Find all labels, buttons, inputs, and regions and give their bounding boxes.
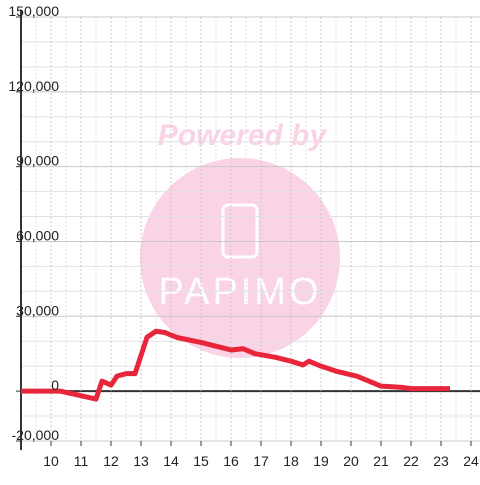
x-tick-label: 11 (74, 453, 89, 469)
y-tick-label: 90,000 (16, 153, 59, 169)
x-tick-label: 12 (103, 453, 119, 469)
x-tick-label: 14 (163, 453, 179, 469)
plot (21, 328, 450, 402)
y-tick-label: 60,000 (16, 227, 59, 243)
x-tick-label: 17 (253, 453, 269, 469)
x-tick-label: 24 (463, 453, 479, 469)
x-tick-label: 22 (403, 453, 419, 469)
x-tick-label: 10 (43, 453, 59, 469)
x-tick-label: 16 (223, 453, 239, 469)
y-tick-label: 150,000 (8, 3, 59, 19)
x-tick-label: 20 (343, 453, 359, 469)
watermark: Powered by PAPIMO (140, 119, 340, 358)
watermark-icon (221, 203, 259, 259)
x-tick-label: 13 (133, 453, 149, 469)
y-tick-label: 120,000 (8, 78, 59, 94)
y-tick-label: -20,000 (12, 427, 60, 443)
y-tick-label: 30,000 (16, 302, 59, 318)
labels: -20,000 0 30,000 60,000 90,000 120,000 150,000… (8, 3, 479, 469)
grid (16, 10, 480, 450)
watermark-bottom: PAPIMO (159, 271, 322, 313)
x-tick-label: 21 (373, 453, 389, 469)
x-tick-label: 18 (283, 453, 299, 469)
x-tick-label: 19 (313, 453, 329, 469)
watermark-top: Powered by (158, 119, 328, 152)
y-tick-label: 0 (51, 377, 59, 393)
x-tick-label: 23 (433, 453, 449, 469)
data-line (21, 328, 450, 402)
x-tick-label: 15 (193, 453, 209, 469)
